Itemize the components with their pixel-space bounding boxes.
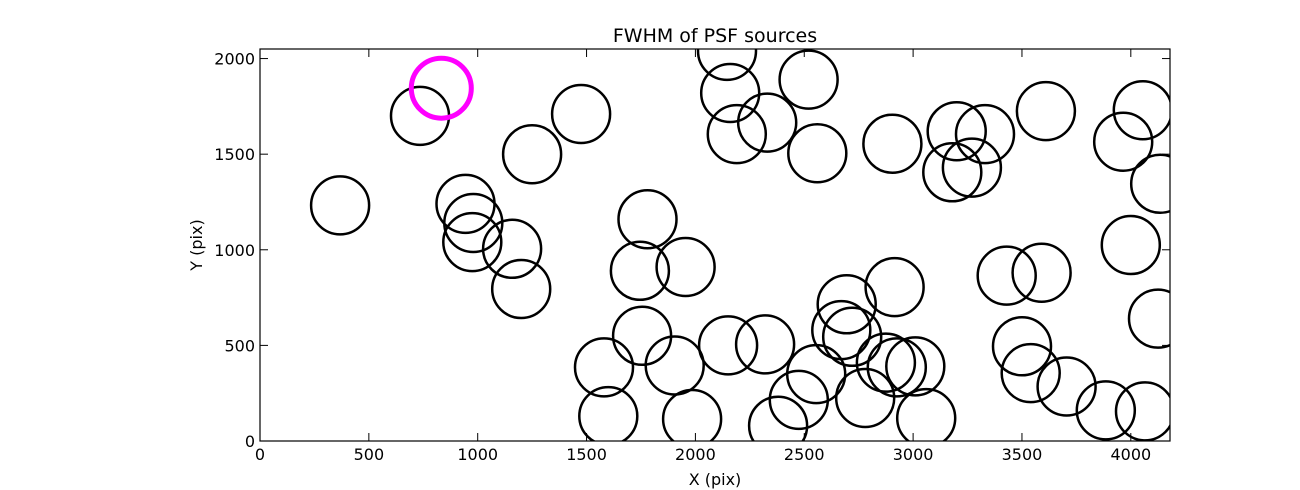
source-marker xyxy=(661,388,723,441)
y-tick-label: 1500 xyxy=(214,145,255,164)
x-tick-label: 3000 xyxy=(893,445,934,464)
source-marker xyxy=(696,49,758,82)
x-tick-label: 1500 xyxy=(566,445,607,464)
highlighted-source-marker xyxy=(408,55,474,121)
source-marker xyxy=(1015,80,1077,142)
source-marker xyxy=(736,92,798,153)
source-marker xyxy=(864,256,925,318)
source-marker xyxy=(734,314,796,375)
source-marker xyxy=(778,49,839,110)
source-marker xyxy=(862,113,923,174)
source-marker xyxy=(573,337,635,398)
source-marker xyxy=(578,385,639,441)
source-marker xyxy=(816,274,877,335)
source-marker xyxy=(697,315,759,376)
markers-layer xyxy=(309,49,1170,441)
source-marker xyxy=(954,103,1016,165)
x-tick-label: 4000 xyxy=(1110,445,1151,464)
source-marker xyxy=(490,258,552,320)
source-marker xyxy=(855,332,917,393)
source-marker xyxy=(922,142,983,203)
source-marker xyxy=(747,395,809,441)
x-tick-label: 3500 xyxy=(1002,445,1043,464)
source-marker xyxy=(655,236,716,298)
source-marker xyxy=(617,188,678,250)
source-marker xyxy=(501,123,563,185)
source-marker xyxy=(941,137,1003,198)
source-marker xyxy=(991,316,1053,377)
y-tick-label: 2000 xyxy=(214,50,255,69)
source-marker xyxy=(787,122,848,184)
source-marker xyxy=(550,83,612,145)
source-marker xyxy=(1000,342,1061,404)
y-axis-title: Y (pix) xyxy=(187,219,206,271)
y-tick-label: 1000 xyxy=(214,241,255,260)
x-axis-title: X (pix) xyxy=(689,470,742,489)
plot-frame xyxy=(259,48,1171,442)
y-tick-label: 500 xyxy=(224,336,255,355)
source-marker xyxy=(821,306,883,368)
source-marker xyxy=(443,192,504,254)
source-marker xyxy=(706,103,768,165)
source-marker xyxy=(1036,356,1097,417)
x-axis: 0 500 1000 1500 2000 2500 3000 3500 4000 xyxy=(255,49,1151,464)
source-marker xyxy=(926,100,987,162)
source-marker xyxy=(1100,214,1162,276)
source-marker xyxy=(309,175,371,236)
x-tick-label: 500 xyxy=(354,445,385,464)
x-tick-label: 2500 xyxy=(784,445,825,464)
y-tick-label: 0 xyxy=(245,432,255,451)
chart-title: FWHM of PSF sources xyxy=(613,25,817,47)
source-marker xyxy=(885,336,946,397)
source-marker xyxy=(442,211,503,273)
x-tick-label: 0 xyxy=(255,445,265,464)
source-marker xyxy=(976,245,1037,306)
x-tick-label: 1000 xyxy=(457,445,498,464)
source-marker xyxy=(609,240,671,302)
source-marker xyxy=(1075,380,1137,441)
source-marker xyxy=(1127,288,1170,349)
source-marker xyxy=(481,218,543,280)
source-marker xyxy=(1011,242,1072,303)
source-marker xyxy=(834,367,896,429)
source-marker xyxy=(866,337,928,398)
source-marker xyxy=(1112,79,1170,141)
x-tick-label: 2000 xyxy=(675,445,716,464)
source-marker xyxy=(811,299,872,361)
source-marker xyxy=(1092,111,1154,172)
source-marker xyxy=(1129,153,1170,215)
source-marker xyxy=(895,387,957,441)
source-marker xyxy=(699,62,761,124)
y-axis: 0 500 1000 1500 2000 xyxy=(214,50,1170,451)
